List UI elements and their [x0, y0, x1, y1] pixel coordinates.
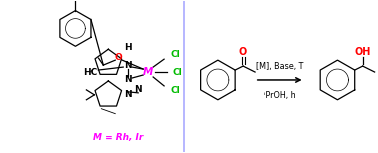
Text: H: H: [124, 43, 132, 52]
Text: N: N: [124, 90, 132, 99]
Text: N: N: [124, 61, 132, 70]
Text: O: O: [115, 53, 122, 62]
Text: OH: OH: [355, 47, 371, 57]
Text: [M], Base, T: [M], Base, T: [256, 62, 304, 71]
Text: Cl: Cl: [172, 67, 182, 76]
Text: HC: HC: [83, 67, 98, 76]
Text: O: O: [239, 47, 247, 57]
Text: M = Rh, Ir: M = Rh, Ir: [93, 133, 143, 142]
Text: Cl: Cl: [170, 50, 180, 59]
Text: ⁱPrOH, h: ⁱPrOH, h: [264, 91, 296, 100]
Text: N: N: [124, 75, 132, 84]
Text: N: N: [134, 85, 142, 94]
Text: Cl: Cl: [170, 86, 180, 95]
Text: M: M: [143, 67, 153, 77]
